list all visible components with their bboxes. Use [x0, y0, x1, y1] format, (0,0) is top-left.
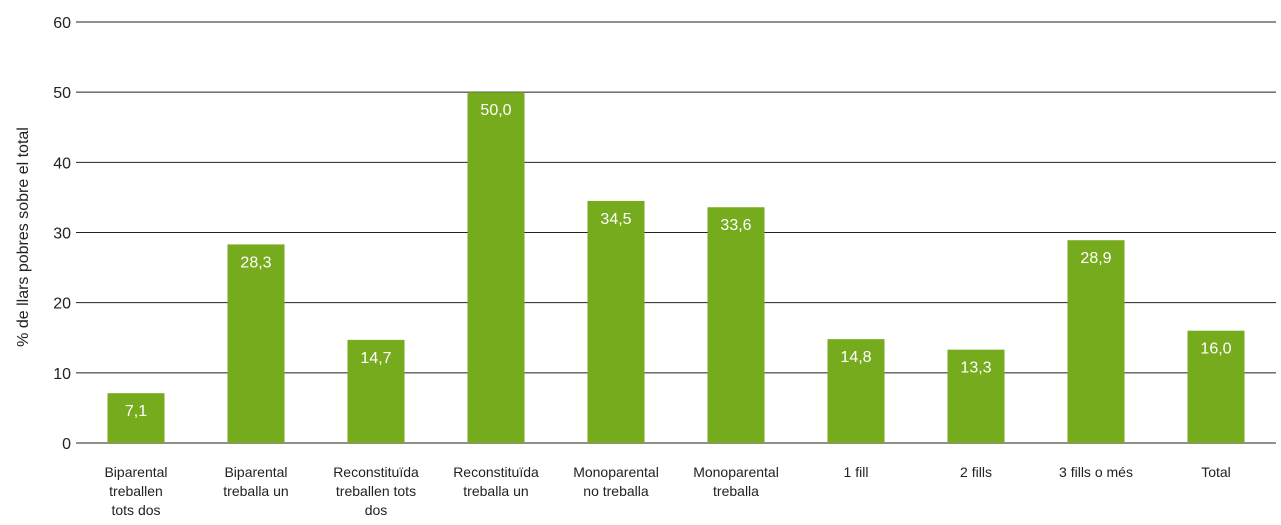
data-label: 13,3 — [960, 360, 991, 377]
y-axis-label: % de llars pobres sobre el total — [15, 127, 32, 347]
data-label: 28,9 — [1080, 250, 1111, 267]
bar — [947, 349, 1005, 443]
category-label: Reconstituïda treballa un — [453, 464, 539, 499]
category-labels: Biparental treballen tots dos Biparental tre… — [104, 464, 1230, 518]
y-tick-label: 60 — [53, 15, 71, 32]
bar — [107, 393, 165, 443]
bar — [227, 244, 285, 443]
category-label: Reconstituïda treballen tots dos — [333, 464, 419, 518]
category-label: 2 fills — [960, 464, 992, 480]
category-label: 3 fills o més — [1059, 464, 1133, 480]
y-tick-label: 20 — [53, 296, 71, 313]
bars — [107, 92, 1245, 444]
data-label: 33,6 — [720, 217, 751, 234]
data-label: 14,7 — [360, 350, 391, 367]
category-label: Monoparental no treballa — [573, 464, 659, 499]
category-label: Biparental treballen tots dos — [104, 464, 167, 518]
bar — [1067, 240, 1125, 443]
bar — [1187, 330, 1245, 443]
data-label: 34,5 — [600, 211, 631, 228]
bar — [827, 339, 885, 443]
data-labels: 7,1 28,3 14,7 50,0 34,5 33,6 14,8 13,3 28,9 16,0 — [125, 102, 1232, 420]
bar — [587, 200, 645, 443]
y-tick-label: 40 — [53, 155, 71, 172]
data-label: 7,1 — [125, 403, 147, 420]
data-label: 14,8 — [840, 349, 871, 366]
y-tick-label: 50 — [53, 85, 71, 102]
category-label: Monoparental treballa — [693, 464, 779, 499]
bar — [707, 207, 765, 443]
y-axis-ticks: 0 10 20 30 40 50 60 — [53, 15, 71, 453]
category-label: Biparental treballa un — [223, 464, 288, 499]
y-tick-label: 10 — [53, 366, 71, 383]
data-label: 16,0 — [1200, 341, 1231, 358]
bar — [347, 339, 405, 443]
category-label: Total — [1201, 464, 1231, 480]
data-label: 50,0 — [480, 102, 511, 119]
y-tick-label: 30 — [53, 226, 71, 243]
bar — [467, 92, 525, 444]
category-label: 1 fill — [844, 464, 869, 480]
data-label: 28,3 — [240, 254, 271, 271]
y-tick-label: 0 — [62, 436, 71, 453]
